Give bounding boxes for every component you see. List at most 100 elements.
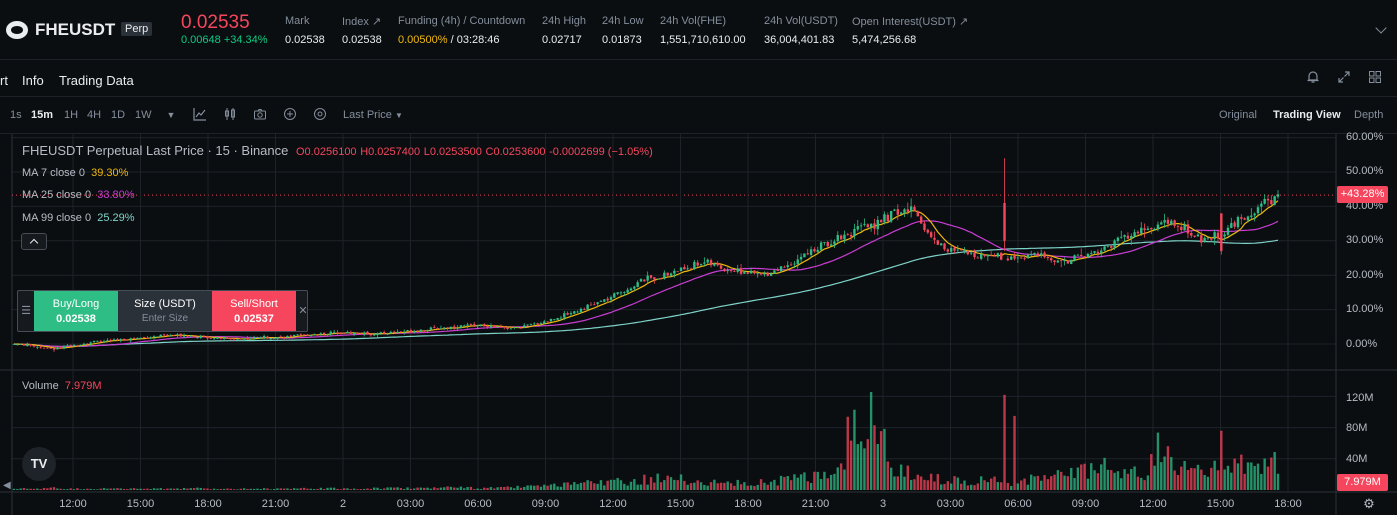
volume-bar <box>933 481 936 490</box>
timeframe-15m[interactable]: 15m <box>31 109 54 121</box>
ma25-line <box>13 220 1279 348</box>
candle-body <box>1090 252 1093 254</box>
timeframe-4h[interactable]: 4H <box>87 109 102 121</box>
volume-bar <box>282 488 286 490</box>
volume-bar <box>1220 430 1223 490</box>
stat-high-value: 0.02717 <box>542 34 582 46</box>
timeframe-dropdown-icon[interactable]: ▼ <box>166 110 176 120</box>
volume-bar <box>829 474 833 490</box>
candle <box>873 218 876 235</box>
symbol-title[interactable]: FHEUSDT <box>35 20 116 39</box>
volume-bar <box>1023 478 1026 490</box>
volume-bar <box>1250 462 1253 490</box>
tab-info[interactable]: Info <box>22 73 44 88</box>
volume-bar <box>1006 482 1010 490</box>
stat-oi-label[interactable]: Open Interest(USDT) ↗ <box>852 16 969 28</box>
candle <box>1046 255 1050 261</box>
candle-body <box>476 325 479 327</box>
timeframe-1w[interactable]: 1W <box>135 109 152 121</box>
candle <box>829 239 833 246</box>
candle-body <box>409 330 413 333</box>
candle <box>1076 253 1080 256</box>
tab-trading-data[interactable]: Trading Data <box>59 73 134 88</box>
candle <box>813 247 816 253</box>
candle <box>439 325 443 330</box>
candle <box>669 272 673 277</box>
volume-bar <box>1203 474 1206 490</box>
candle-body <box>886 214 889 222</box>
volume-bar <box>1096 473 1100 490</box>
view-depth[interactable]: Depth <box>1354 109 1384 121</box>
candle-type-icon[interactable] <box>222 107 238 123</box>
volume-bar <box>1273 451 1276 490</box>
candle <box>916 210 920 217</box>
volume-bar <box>136 488 139 490</box>
collapse-legend-button[interactable] <box>21 233 47 250</box>
volume-bar <box>869 392 873 490</box>
volume-bar <box>506 486 509 490</box>
candle-body <box>62 346 66 349</box>
volume-bar <box>889 467 893 490</box>
grid-icon[interactable] <box>1367 70 1383 86</box>
candle-body <box>646 275 649 281</box>
candle-body <box>406 330 409 331</box>
candle-body <box>729 270 733 272</box>
candle <box>426 329 429 334</box>
candle <box>39 345 42 349</box>
volume-bar <box>302 487 306 490</box>
candle-body <box>1009 256 1013 260</box>
candle-body <box>42 347 46 349</box>
candle-body <box>683 267 686 270</box>
buy-long-button[interactable]: Buy/Long 0.02538 <box>34 291 118 331</box>
view-trading-view[interactable]: Trading View <box>1273 109 1341 121</box>
bell-icon[interactable] <box>1305 70 1321 86</box>
expand-icon[interactable] <box>1336 70 1352 86</box>
volume-bar <box>1240 454 1243 490</box>
add-circle-icon[interactable] <box>282 107 298 123</box>
settings-circle-icon[interactable] <box>312 107 328 123</box>
candle-body <box>282 337 286 339</box>
candle <box>1110 244 1113 252</box>
candle-body <box>1086 253 1090 258</box>
candle <box>936 239 940 246</box>
candle <box>839 234 843 240</box>
candle-body <box>1263 198 1266 204</box>
sell-short-button[interactable]: Sell/Short 0.02537 <box>212 291 296 331</box>
volume-bar <box>579 482 583 490</box>
candle-body <box>182 335 186 337</box>
volume-bar <box>693 482 696 490</box>
price-type-select[interactable]: Last Price ▼ <box>343 109 403 121</box>
candle <box>1243 217 1246 221</box>
timeframe-1h[interactable]: 1H <box>64 109 79 121</box>
tab-chart[interactable]: rt <box>0 73 8 88</box>
camera-icon[interactable] <box>252 107 268 123</box>
candle-body <box>809 249 813 255</box>
gear-icon[interactable]: ⚙ <box>1363 496 1375 511</box>
view-original[interactable]: Original <box>1219 109 1257 121</box>
candle-body <box>209 338 212 339</box>
timeframe-1s[interactable]: 1s <box>10 109 22 121</box>
candle-body <box>836 235 839 242</box>
volume-bar <box>749 485 753 490</box>
volume-bar <box>769 481 773 490</box>
chevron-down-icon[interactable] <box>1375 22 1387 34</box>
indicator-icon[interactable] <box>192 107 208 123</box>
candle-body <box>1066 260 1070 264</box>
candle <box>349 330 353 334</box>
volume-legend: Volume 7.979M <box>22 380 102 392</box>
price-chart[interactable] <box>0 134 1397 515</box>
candle <box>973 249 976 260</box>
volume-bar <box>513 488 516 490</box>
close-icon[interactable]: ✕ <box>298 305 308 317</box>
volume-bar <box>322 488 326 490</box>
candle <box>146 335 149 339</box>
tradingview-logo-icon[interactable]: TV <box>22 447 56 481</box>
candle-body <box>1220 213 1223 252</box>
size-input[interactable]: Size (USDT) Enter Size <box>118 291 212 331</box>
timeframe-1d[interactable]: 1D <box>111 109 126 121</box>
volume-value: 7.979M <box>64 380 102 392</box>
drag-handle-icon[interactable]: ☰ <box>21 305 31 317</box>
candle <box>859 222 863 232</box>
stat-index-label[interactable]: Index ↗ <box>342 16 382 28</box>
scroll-left-icon[interactable]: ◀ <box>3 480 11 491</box>
